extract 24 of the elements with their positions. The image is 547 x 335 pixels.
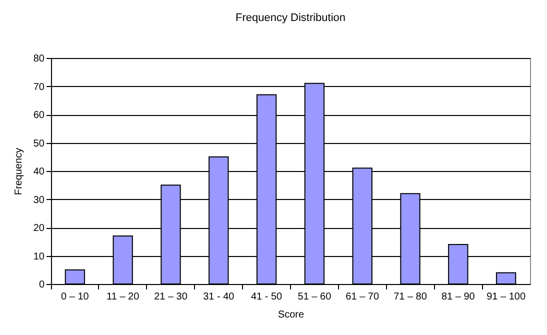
- x-tick-label: 71 – 80: [394, 292, 428, 302]
- x-tick-label: 0 – 10: [61, 292, 90, 302]
- x-tick-label: 91 – 100: [486, 292, 526, 302]
- bar: [496, 272, 516, 284]
- y-tick-label: 0: [38, 280, 45, 290]
- y-tick-label: 80: [33, 54, 45, 64]
- y-tick-label: 10: [33, 251, 45, 262]
- bar: [64, 269, 86, 284]
- x-tick-label: 21 – 30: [154, 292, 188, 302]
- y-tick-label: 50: [33, 138, 45, 150]
- x-tick-label: 81 – 90: [441, 292, 476, 302]
- y-tick-label: 60: [33, 110, 45, 121]
- x-tick-label: 61 – 70: [346, 292, 380, 302]
- x-tick-label: 31 - 40: [203, 292, 235, 302]
- x-axis-title: Score: [278, 310, 304, 320]
- y-tick-label: 70: [33, 82, 45, 93]
- y-tick-label: 40: [33, 166, 45, 178]
- chart-title: Frequency Distribution: [235, 12, 346, 24]
- x-tick-label: 41 - 50: [250, 292, 283, 302]
- y-axis-title: Frequency: [13, 148, 24, 196]
- x-tick-label: 11 – 20: [106, 292, 140, 302]
- y-tick-label: 30: [33, 194, 45, 206]
- x-tick-label: 51 – 60: [298, 292, 332, 302]
- y-tick-label: 20: [33, 223, 45, 234]
